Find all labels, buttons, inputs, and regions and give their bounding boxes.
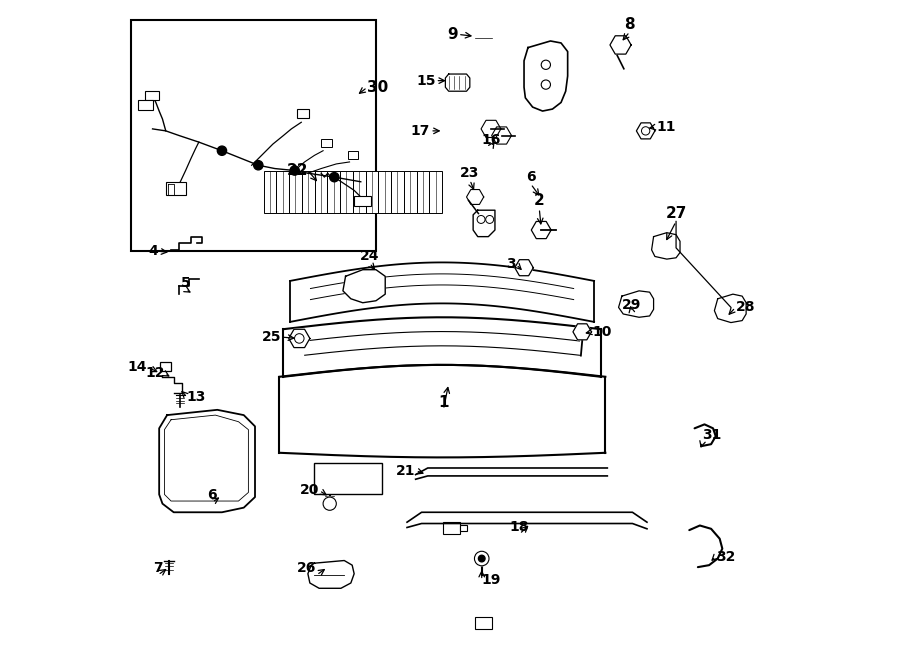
Text: 31: 31	[703, 428, 722, 442]
Polygon shape	[343, 270, 385, 303]
Bar	[475, 617, 491, 629]
Text: 19: 19	[482, 573, 501, 588]
Text: 1: 1	[438, 395, 448, 410]
Text: 21: 21	[396, 463, 416, 478]
Text: 9: 9	[447, 27, 458, 42]
Bar	[378, 171, 392, 213]
Bar	[302, 171, 315, 213]
Bar	[444, 522, 460, 534]
Text: 16: 16	[482, 133, 500, 147]
Bar	[328, 171, 340, 213]
Bar	[460, 525, 466, 531]
Polygon shape	[289, 329, 310, 348]
Bar	[160, 362, 171, 371]
Circle shape	[474, 551, 489, 566]
Polygon shape	[531, 221, 551, 239]
Text: 18: 18	[509, 520, 529, 534]
Bar	[264, 171, 276, 213]
Polygon shape	[610, 36, 631, 54]
Polygon shape	[466, 190, 483, 204]
Circle shape	[290, 166, 300, 175]
Text: 2: 2	[534, 193, 544, 208]
Text: 10: 10	[592, 325, 611, 339]
Circle shape	[217, 146, 227, 155]
Text: 27: 27	[665, 206, 687, 221]
Polygon shape	[618, 291, 653, 317]
Text: 15: 15	[416, 73, 436, 88]
Bar	[166, 182, 185, 195]
Bar	[315, 171, 328, 213]
Bar	[355, 196, 371, 206]
Bar	[404, 171, 417, 213]
Text: 25: 25	[262, 330, 282, 344]
Text: 32: 32	[716, 549, 735, 564]
Polygon shape	[308, 561, 355, 588]
Text: 23: 23	[460, 166, 480, 180]
Text: 11: 11	[656, 120, 676, 134]
Text: 13: 13	[187, 389, 206, 404]
Text: 12: 12	[145, 366, 165, 381]
Polygon shape	[515, 260, 534, 276]
Text: 24: 24	[360, 249, 379, 263]
Text: 4: 4	[148, 244, 157, 258]
Polygon shape	[573, 324, 591, 340]
Text: 6: 6	[526, 170, 536, 184]
Bar	[392, 171, 404, 213]
Bar	[340, 171, 353, 213]
Circle shape	[323, 497, 337, 510]
Text: 29: 29	[622, 298, 642, 312]
Bar	[365, 171, 378, 213]
Text: 6: 6	[207, 488, 217, 502]
Circle shape	[479, 555, 485, 562]
Text: 14: 14	[128, 360, 148, 374]
Bar	[131, 20, 376, 251]
Bar	[145, 91, 159, 100]
Bar	[138, 100, 153, 110]
Bar	[276, 171, 289, 213]
Bar	[429, 171, 442, 213]
Bar	[353, 171, 365, 213]
Polygon shape	[652, 233, 680, 259]
Polygon shape	[715, 294, 746, 323]
Polygon shape	[636, 123, 655, 139]
Text: 17: 17	[410, 124, 430, 138]
Text: 30: 30	[367, 80, 389, 95]
Polygon shape	[491, 127, 511, 144]
Text: 3: 3	[507, 257, 516, 272]
Bar	[321, 139, 332, 147]
Polygon shape	[473, 210, 495, 237]
Bar	[347, 151, 358, 159]
Circle shape	[254, 161, 263, 170]
Text: 8: 8	[625, 17, 635, 32]
Bar	[297, 109, 309, 118]
Circle shape	[329, 173, 339, 182]
Text: 7: 7	[153, 561, 163, 575]
Bar	[314, 463, 382, 494]
Polygon shape	[482, 120, 501, 137]
Text: 22: 22	[286, 163, 308, 178]
Text: 20: 20	[300, 483, 319, 498]
Text: 26: 26	[297, 561, 317, 575]
Polygon shape	[446, 74, 470, 91]
Polygon shape	[159, 410, 255, 512]
Text: 28: 28	[735, 300, 755, 315]
Polygon shape	[524, 41, 568, 111]
Bar	[417, 171, 429, 213]
Bar	[289, 171, 302, 213]
Text: 5: 5	[181, 276, 191, 290]
